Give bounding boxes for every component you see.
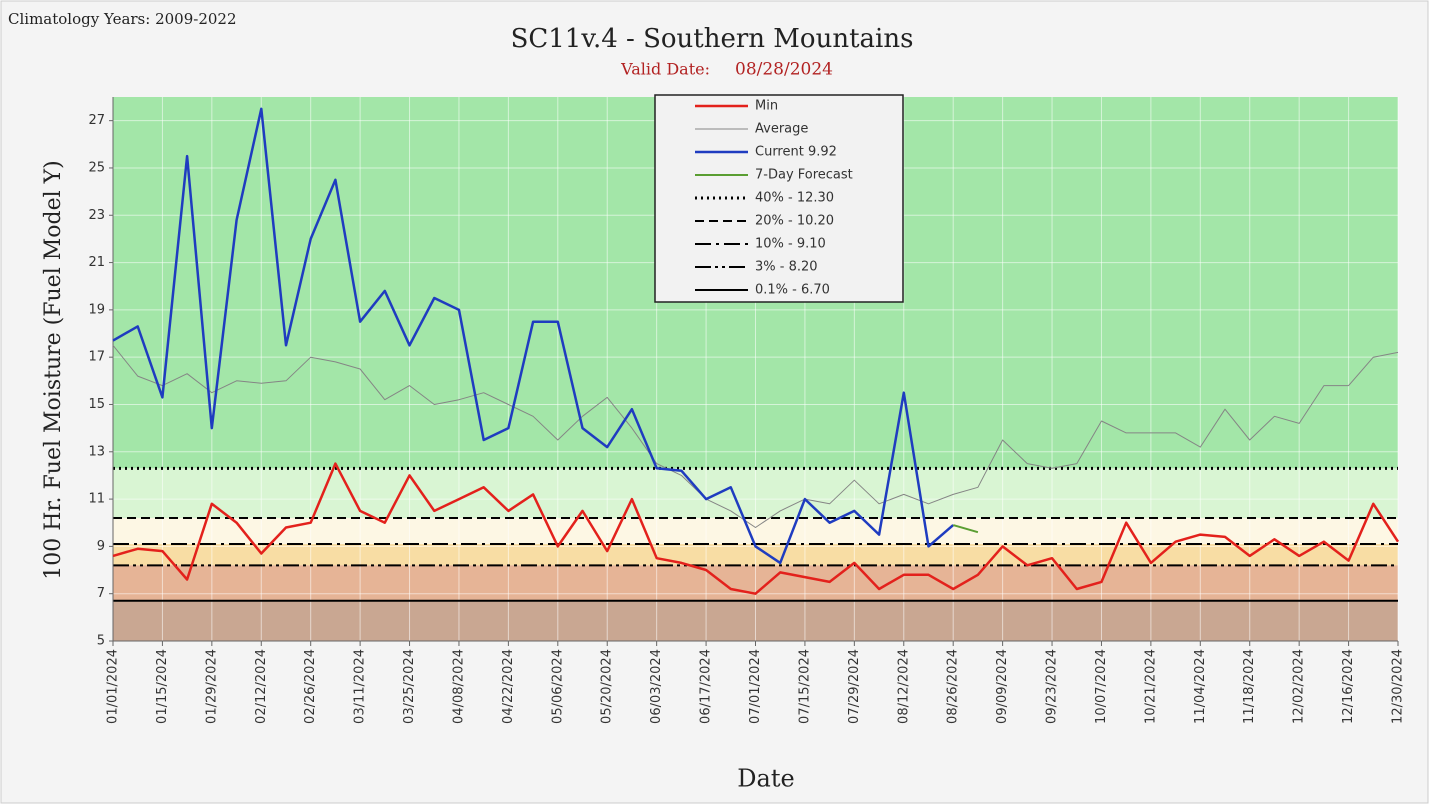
x-axis-label: Date <box>737 765 794 793</box>
y-tick-label: 15 <box>88 397 105 412</box>
x-tick-label: 05/06/2024 <box>550 649 565 724</box>
x-tick-label: 08/12/2024 <box>896 649 911 724</box>
x-tick-label: 06/17/2024 <box>699 649 714 724</box>
y-tick-label: 13 <box>88 444 105 459</box>
legend-label: 20% - 10.20 <box>755 214 834 229</box>
x-tick-label: 04/22/2024 <box>501 649 516 724</box>
x-tick-label: 04/08/2024 <box>451 649 466 724</box>
x-tick-label: 10/21/2024 <box>1143 649 1158 724</box>
x-tick-label: 01/29/2024 <box>204 649 219 724</box>
legend-label: Average <box>755 122 808 137</box>
legend-label: 10% - 9.10 <box>755 237 826 252</box>
legend-label: 3% - 8.20 <box>755 260 818 275</box>
x-tick-label: 03/11/2024 <box>353 649 368 724</box>
x-tick-label: 06/03/2024 <box>649 649 664 724</box>
x-tick-label: 08/26/2024 <box>946 649 961 724</box>
x-tick-label: 05/20/2024 <box>600 649 615 724</box>
series-line <box>112 107 955 565</box>
x-tick-label: 12/30/2024 <box>1391 649 1406 724</box>
subtitle-label: Valid Date: <box>620 60 710 79</box>
x-tick-label: 09/09/2024 <box>995 649 1010 724</box>
y-tick-label: 21 <box>88 255 105 270</box>
y-tick-label: 19 <box>88 302 105 317</box>
legend: Min Average Current 9.92 7-Day Forecast 40% … <box>654 94 904 303</box>
x-tick-label: 10/07/2024 <box>1094 649 1109 724</box>
legend-label: 40% - 12.30 <box>755 191 834 206</box>
x-tick-label: 07/29/2024 <box>847 649 862 724</box>
y-tick-label: 25 <box>88 160 105 175</box>
y-tick-label: 11 <box>88 492 105 507</box>
legend-label: 7-Day Forecast <box>755 168 853 183</box>
y-tick-label: 27 <box>88 113 105 128</box>
corner-note: Climatology Years: 2009-2022 <box>8 10 237 28</box>
y-tick-label: 5 <box>97 634 105 649</box>
x-tick-label: 01/15/2024 <box>155 649 170 724</box>
x-tick-label: 12/02/2024 <box>1292 649 1307 724</box>
series-line <box>952 524 979 534</box>
y-tick-label: 17 <box>88 350 105 365</box>
chart-title: SC11v.4 - Southern Mountains <box>511 24 914 54</box>
x-tick-label: 09/23/2024 <box>1045 649 1060 724</box>
x-tick-label: 02/26/2024 <box>303 649 318 724</box>
x-tick-label: 11/04/2024 <box>1193 649 1208 724</box>
x-tick-label: 12/16/2024 <box>1341 649 1356 724</box>
y-axis-label: 100 Hr. Fuel Moisture (Fuel Model Y) <box>41 160 66 579</box>
y-tick-label: 7 <box>97 586 105 601</box>
x-tick-label: 03/25/2024 <box>402 649 417 724</box>
subtitle-date: 08/28/2024 <box>735 60 833 80</box>
series-line <box>112 344 1399 528</box>
legend-label: 0.1% - 6.70 <box>755 283 830 298</box>
x-tick-label: 01/01/2024 <box>106 649 121 724</box>
legend-label: Min <box>755 99 778 114</box>
x-tick-label: 11/18/2024 <box>1242 649 1257 724</box>
series-line <box>112 462 1400 595</box>
x-tick-label: 02/12/2024 <box>254 649 269 724</box>
x-tick-label: 07/15/2024 <box>797 649 812 724</box>
legend-label: Current 9.92 <box>755 145 837 160</box>
x-tick-label: 07/01/2024 <box>748 649 763 724</box>
y-tick-label: 9 <box>97 539 105 554</box>
y-tick-label: 23 <box>88 208 105 223</box>
